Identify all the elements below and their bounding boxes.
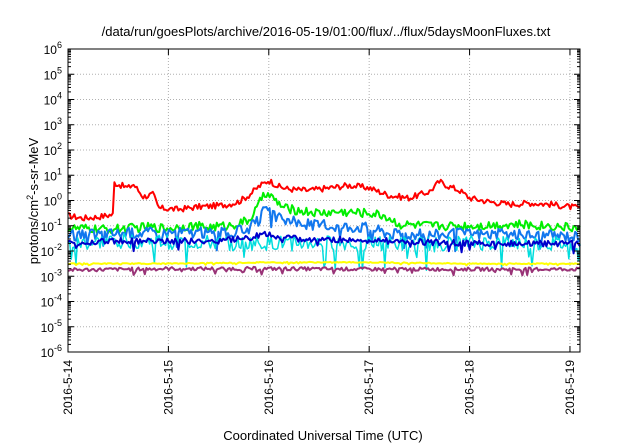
y-tick-label: 106 xyxy=(44,40,62,57)
y-tick-base: 10 xyxy=(41,321,55,335)
y-tick-label: 101 xyxy=(44,166,62,183)
x-tick-label: 2016-5-18 xyxy=(463,360,477,415)
y-axis-label-sup: 2 xyxy=(25,195,35,200)
y-tick-label: 10-5 xyxy=(41,318,62,335)
y-tick-base: 10 xyxy=(44,119,58,133)
y-tick-exp: -5 xyxy=(54,318,62,328)
y-tick-exp: 3 xyxy=(57,116,62,126)
y-tick-exp: -3 xyxy=(54,267,62,277)
y-tick-exp: 5 xyxy=(57,65,62,75)
y-tick-label: 10-3 xyxy=(41,267,62,284)
y-tick-exp: 4 xyxy=(57,91,62,101)
x-tick-label: 2016-5-14 xyxy=(61,360,75,415)
series-line-7 xyxy=(67,265,581,277)
y-tick-base: 10 xyxy=(44,144,58,158)
x-tick-label: 2016-5-16 xyxy=(262,360,276,415)
y-tick-base: 10 xyxy=(44,43,58,57)
axis-ticks: 10-610-510-410-310-210-11001011021031041… xyxy=(41,40,580,415)
y-tick-label: 10-4 xyxy=(41,293,62,310)
y-tick-base: 10 xyxy=(44,169,58,183)
y-tick-label: 104 xyxy=(44,91,62,108)
y-tick-base: 10 xyxy=(41,296,55,310)
x-tick-label: 2016-5-19 xyxy=(563,360,577,415)
y-tick-base: 10 xyxy=(44,195,58,209)
y-tick-label: 103 xyxy=(44,116,62,133)
y-tick-base: 10 xyxy=(44,94,58,108)
y-tick-exp: -2 xyxy=(54,242,62,252)
y-tick-label: 10-6 xyxy=(41,343,62,360)
series-line-2 xyxy=(67,191,581,235)
y-tick-label: 10-2 xyxy=(41,242,62,259)
y-tick-base: 10 xyxy=(41,270,55,284)
y-axis-label-suffix: -s-sr-MeV xyxy=(26,137,41,194)
y-tick-exp: 0 xyxy=(57,192,62,202)
series-line-1 xyxy=(67,178,581,222)
x-tick-label: 2016-5-15 xyxy=(161,360,175,415)
y-tick-exp: -1 xyxy=(54,217,62,227)
series-group xyxy=(67,178,581,277)
series-line-5 xyxy=(67,230,581,255)
y-tick-exp: -4 xyxy=(54,293,62,303)
y-tick-label: 105 xyxy=(44,65,62,82)
y-tick-base: 10 xyxy=(44,68,58,82)
series-line-3 xyxy=(67,206,581,253)
y-tick-exp: -6 xyxy=(54,343,62,353)
y-tick-label: 100 xyxy=(44,192,62,209)
y-tick-exp: 1 xyxy=(57,166,62,176)
y-tick-exp: 6 xyxy=(57,40,62,50)
y-tick-label: 102 xyxy=(44,141,62,158)
y-tick-base: 10 xyxy=(41,245,55,259)
y-tick-base: 10 xyxy=(41,346,55,360)
series-line-6 xyxy=(67,260,581,267)
chart-title: /data/run/goesPlots/archive/2016-05-19/0… xyxy=(102,24,551,39)
y-axis-label: protons/cm2-s-sr-MeV xyxy=(25,137,41,264)
x-tick-label: 2016-5-17 xyxy=(362,360,376,415)
y-tick-label: 10-1 xyxy=(41,217,62,234)
x-axis-label: Coordinated Universal Time (UTC) xyxy=(223,428,422,443)
y-tick-base: 10 xyxy=(41,220,55,234)
y-axis-label-prefix: protons/cm xyxy=(26,200,41,264)
y-tick-exp: 2 xyxy=(57,141,62,151)
